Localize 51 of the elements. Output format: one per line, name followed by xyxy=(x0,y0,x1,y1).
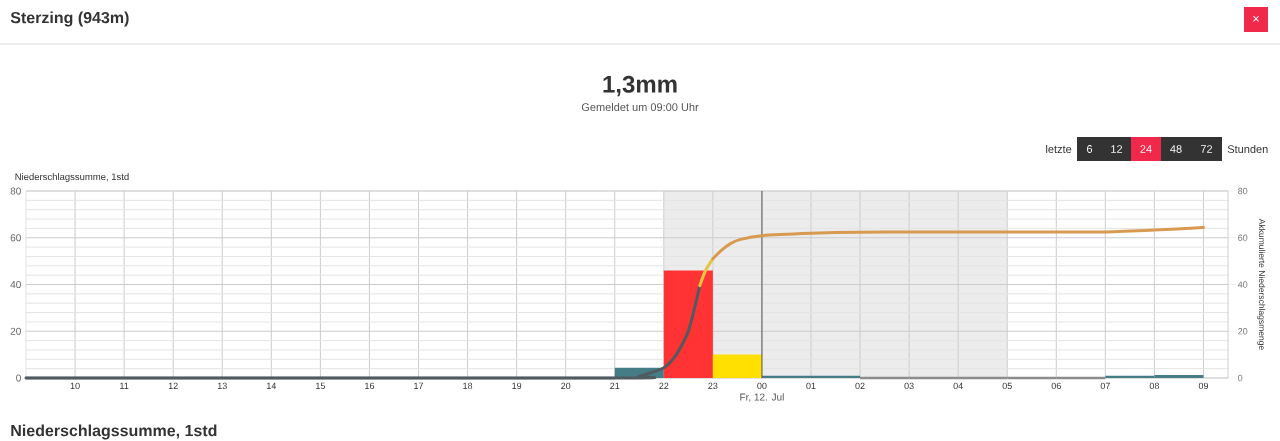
x-tick-label: 14 xyxy=(267,382,277,389)
y-tick-label: 20 xyxy=(10,327,21,335)
x-tick-label: 17 xyxy=(414,382,424,389)
x-tick-label: 00 xyxy=(757,382,767,390)
text: letzte xyxy=(1046,144,1072,154)
text: 48 xyxy=(1170,145,1182,153)
x-tick-label: 13 xyxy=(217,382,227,390)
y2-tick-label: 60 xyxy=(1238,234,1248,241)
y2-tick-label: 40 xyxy=(1237,281,1248,288)
text: 6 xyxy=(1087,145,1093,153)
bar xyxy=(663,270,713,378)
x-tick-label: 04 xyxy=(953,382,963,390)
text: 72 xyxy=(1200,145,1213,153)
x-tick-label: 10 xyxy=(70,382,80,390)
x-tick-label: 01 xyxy=(806,382,816,390)
y-tick-label: 60 xyxy=(10,234,21,242)
ref-line-label: Fr, 12. Jul xyxy=(740,393,784,402)
x-tick-label: 12 xyxy=(168,382,178,389)
y-tick-label: 0 xyxy=(16,374,21,382)
text: 24 xyxy=(1140,145,1152,153)
text: × xyxy=(1253,15,1259,22)
x-tick-label: 23 xyxy=(708,382,718,390)
chart-title: 1,3mm xyxy=(603,75,677,97)
y2-axis-title: Akkumulierte Niederschlagsmenge xyxy=(1257,218,1266,350)
bar xyxy=(712,354,762,378)
y-axis-title: Niederschlagssumme, 1std xyxy=(15,173,129,182)
chart-subtitle: Gemeldet um 09:00 Uhr xyxy=(581,102,699,112)
x-tick-label: 06 xyxy=(1051,382,1061,390)
y-tick-label: 80 xyxy=(10,187,21,195)
x-tick-label: 05 xyxy=(1002,382,1012,390)
y2-tick-label: 20 xyxy=(1238,328,1248,335)
x-tick-label: 19 xyxy=(512,382,522,390)
x-tick-label: 16 xyxy=(365,382,375,390)
x-tick-label: 03 xyxy=(904,382,914,390)
x-tick-label: 07 xyxy=(1100,382,1110,390)
y2-tick-label: 80 xyxy=(1238,187,1248,195)
text: Stunden xyxy=(1227,144,1268,154)
y-tick-label: 40 xyxy=(10,280,21,289)
x-tick-label: 08 xyxy=(1149,382,1160,390)
x-tick-label: 11 xyxy=(120,382,129,389)
x-tick-label: 20 xyxy=(561,382,571,390)
x-tick-label: 18 xyxy=(463,382,473,390)
text: 12 xyxy=(1111,145,1123,153)
x-tick-label: 09 xyxy=(1198,382,1209,390)
x-tick-label: 15 xyxy=(316,382,325,389)
text: Niederschlagssumme, 1std xyxy=(11,424,217,440)
x-tick-label: 02 xyxy=(855,382,865,390)
text: Sterzing (943m) xyxy=(10,11,129,27)
x-tick-label: 21 xyxy=(610,382,620,389)
x-tick-label: 22 xyxy=(659,382,669,389)
y2-tick-label: 0 xyxy=(1238,374,1243,382)
